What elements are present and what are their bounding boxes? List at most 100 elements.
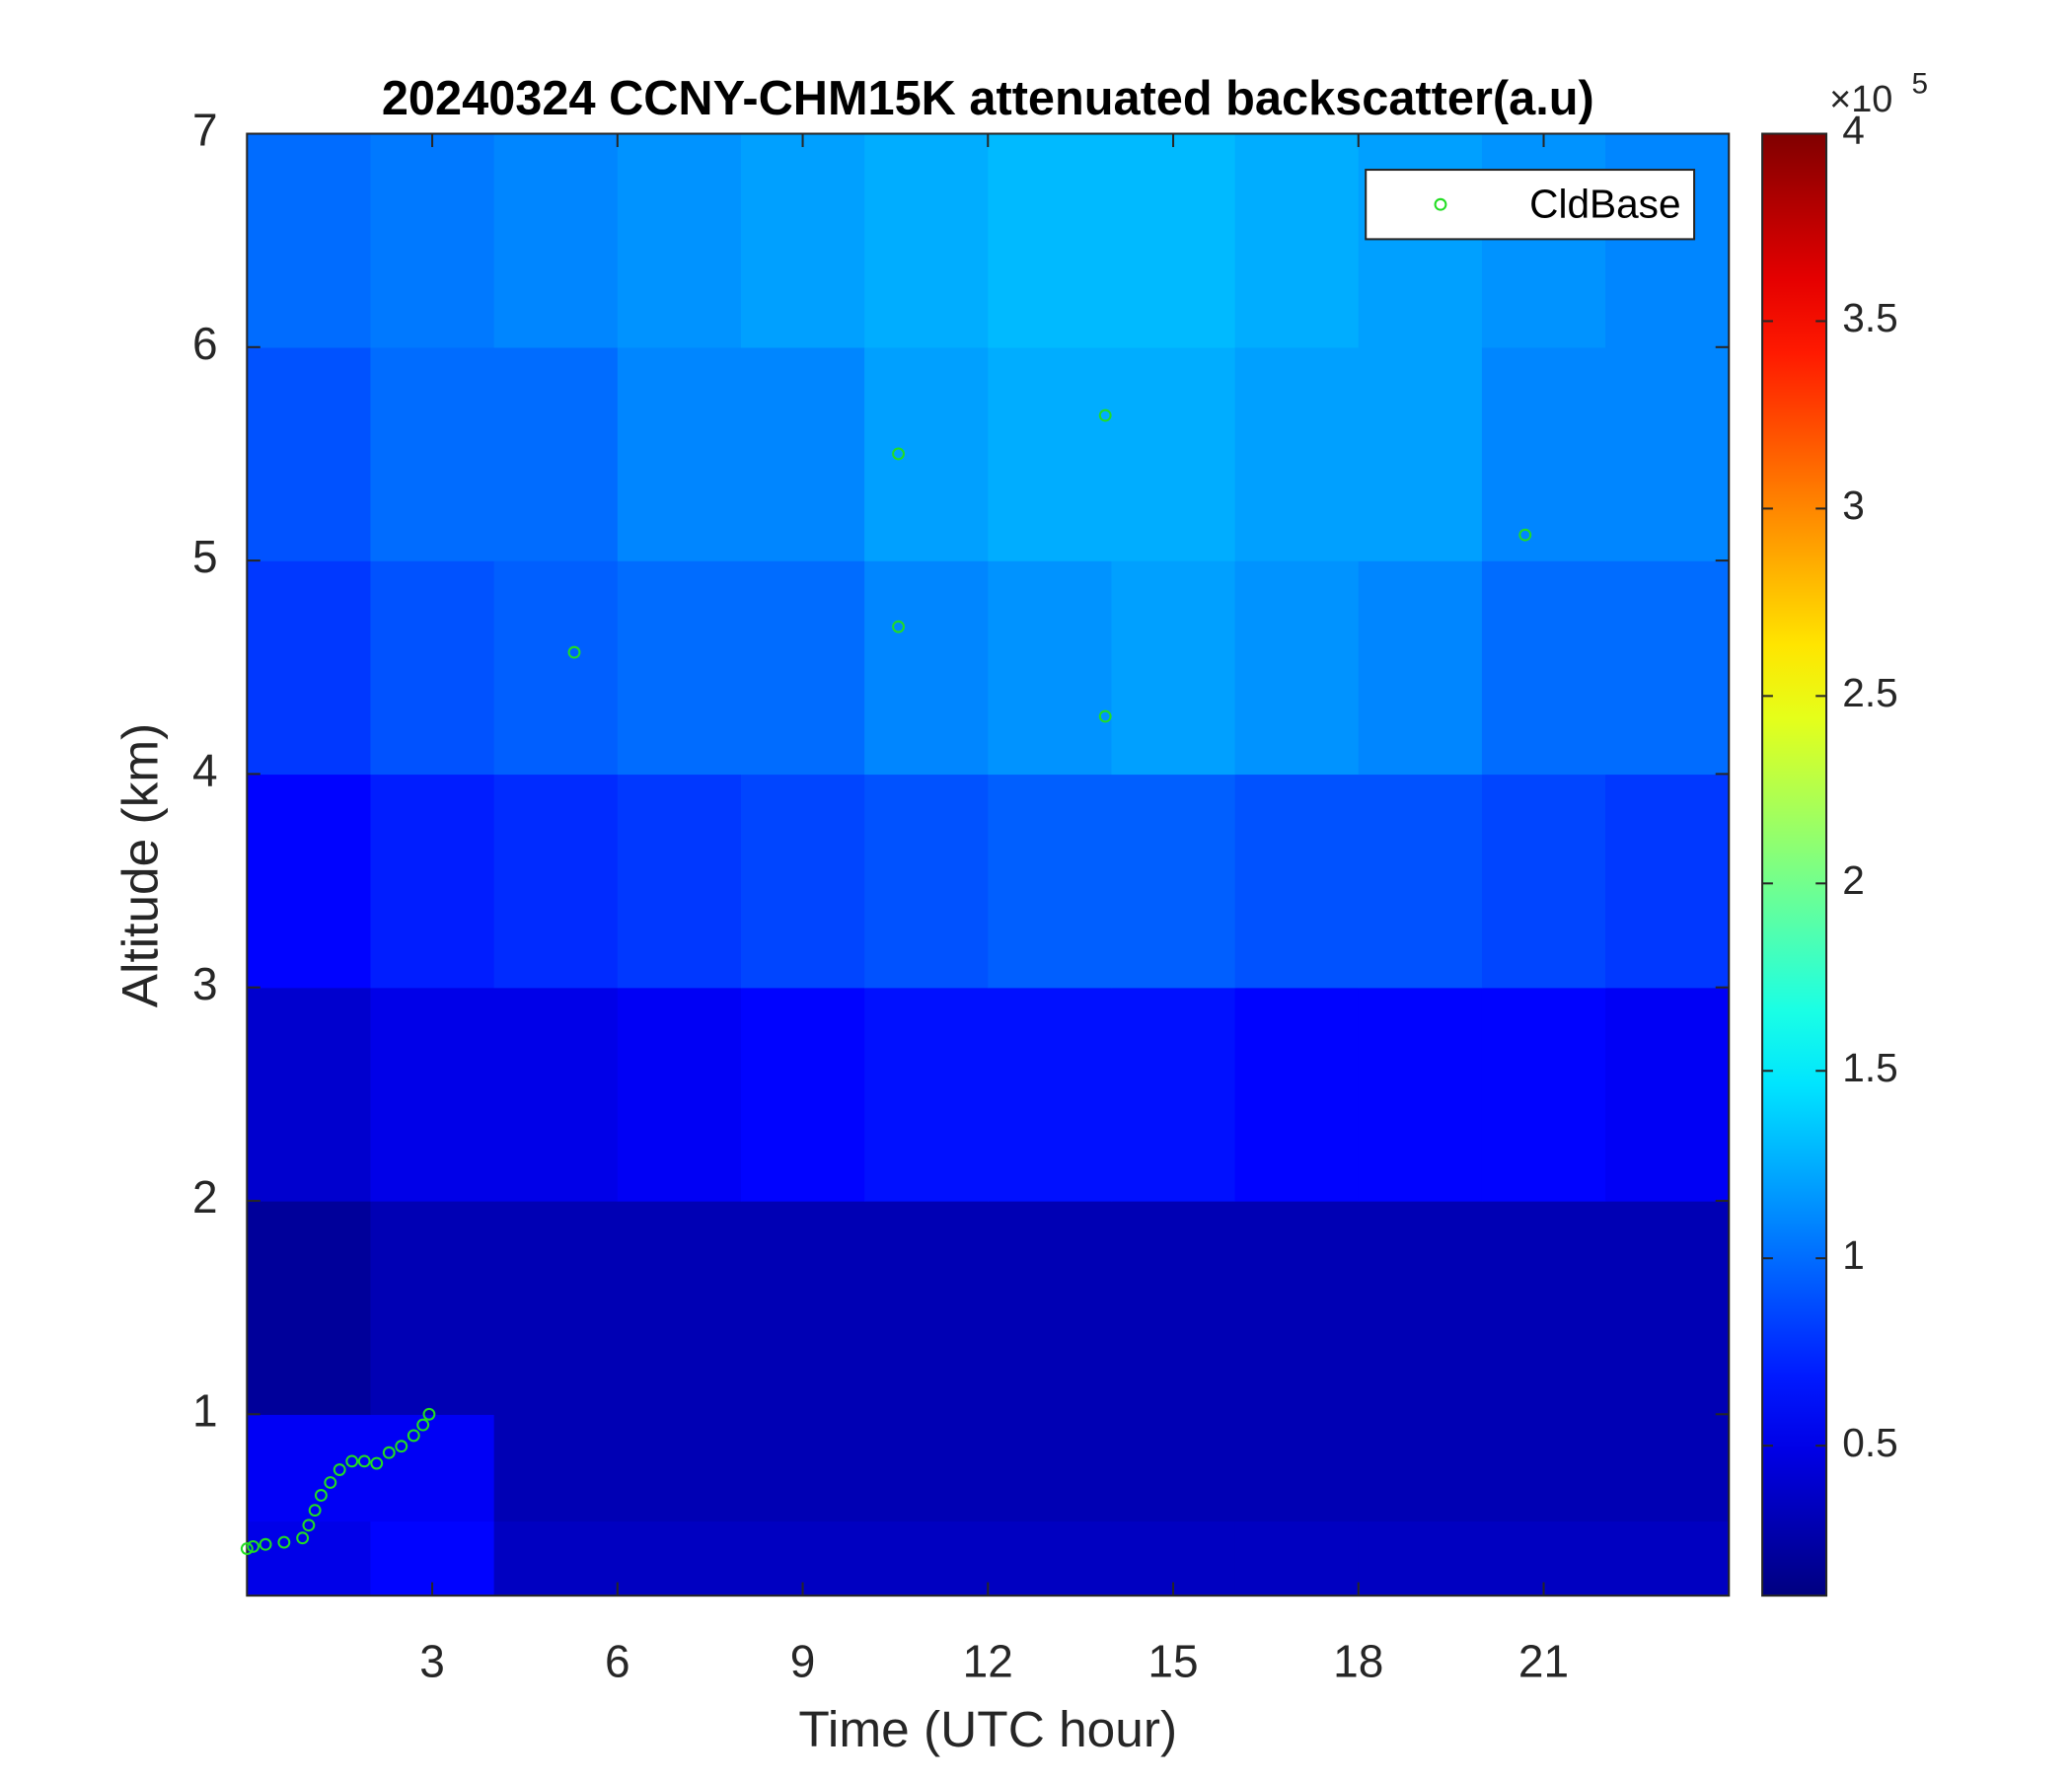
cloud-base-point: [308, 1504, 322, 1518]
heatmap-cell: [864, 346, 989, 561]
x-tick-label: 3: [419, 1636, 445, 1687]
heatmap-cell: [493, 1414, 619, 1522]
heatmap-cell: [1234, 560, 1360, 776]
legend-marker: [1434, 197, 1447, 211]
y-tick-label: 7: [192, 105, 218, 156]
heatmap-cell: [988, 346, 1113, 561]
colorbar-tick-label: 4: [1842, 108, 1865, 153]
cloud-base-point: [314, 1489, 328, 1502]
y-tick-label: 1: [192, 1384, 218, 1436]
colorbar-multiplier: ×10: [1829, 79, 1892, 120]
legend-box: [1365, 169, 1696, 241]
colorbar-tick-label: 3.5: [1842, 295, 1897, 340]
heatmap-cell: [493, 774, 619, 989]
heatmap-cell: [1111, 1200, 1236, 1415]
heatmap-cell: [1358, 346, 1483, 561]
cloud-base-point: [422, 1407, 436, 1421]
heatmap-cell: [617, 774, 742, 989]
heatmap-cell: [1605, 560, 1730, 776]
heatmap-cell: [1111, 133, 1236, 348]
legend-label: CldBase: [1529, 182, 1680, 227]
colorbar-tick-label: 1: [1842, 1232, 1865, 1278]
heatmap-cell: [617, 1414, 742, 1522]
cloud-base-point: [324, 1476, 337, 1489]
heatmap-cell: [1481, 987, 1606, 1202]
x-axis-label: Time (UTC hour): [798, 1700, 1177, 1757]
heatmap-cell: [247, 560, 372, 776]
heatmap-cell: [1111, 987, 1236, 1202]
heatmap-cell: [370, 133, 495, 348]
heatmap-cell: [1234, 1414, 1360, 1522]
heatmap-cell: [1358, 1200, 1483, 1415]
heatmap-cell: [1234, 774, 1360, 989]
heatmap-cell: [1605, 774, 1730, 989]
heatmap-cell: [1234, 133, 1360, 348]
heatmap-cell: [988, 987, 1113, 1202]
heatmap-cell: [493, 133, 619, 348]
heatmap-cell: [1234, 987, 1360, 1202]
y-tick-label: 4: [192, 745, 218, 796]
cloud-base-point: [345, 1454, 359, 1468]
colorbar-exponent: 5: [1911, 68, 1928, 101]
heatmap-cell: [1358, 560, 1483, 776]
heatmap-cell: [617, 133, 742, 348]
chart-title: 20240324 CCNY-CHM15K attenuated backscat…: [382, 72, 1594, 125]
heatmap-cell: [370, 774, 495, 989]
heatmap-cell: [1605, 1200, 1730, 1415]
heatmap-cell: [617, 560, 742, 776]
cloud-base-point: [247, 1539, 260, 1553]
heatmap-cell: [740, 560, 865, 776]
heatmap-cell: [1234, 1521, 1360, 1596]
heatmap-cell: [493, 1521, 619, 1596]
heatmap-cell: [988, 1521, 1113, 1596]
heatmap-cell: [247, 1200, 372, 1415]
cloud-base-point: [892, 447, 905, 461]
colorbar-tick-label: 0.5: [1842, 1420, 1897, 1465]
heatmap-cell: [740, 1414, 865, 1522]
heatmap-cell: [617, 987, 742, 1202]
heatmap-cell: [247, 133, 372, 348]
heatmap-cell: [370, 1414, 495, 1522]
cloud-base-point: [1098, 709, 1112, 723]
heatmap-cell: [740, 987, 865, 1202]
heatmap-cell: [740, 1200, 865, 1415]
colorbar-tick-label: 1.5: [1842, 1045, 1897, 1090]
heatmap-cell: [740, 133, 865, 348]
heatmap-cell: [1481, 346, 1606, 561]
heatmap-cell: [1481, 774, 1606, 989]
heatmap-cell: [1111, 1414, 1236, 1522]
heatmap-cell: [1605, 133, 1730, 348]
cloud-base-point: [1518, 528, 1532, 542]
colorbar-tick-label: 2: [1842, 857, 1865, 903]
heatmap-cell: [247, 1521, 372, 1596]
heatmap-cell: [1605, 1521, 1730, 1596]
heatmap-cell: [1234, 1200, 1360, 1415]
cloud-base-point: [296, 1531, 310, 1545]
heatmap-cell: [1111, 774, 1236, 989]
heatmap-cell: [1111, 560, 1236, 776]
heatmap-cell: [1358, 133, 1483, 348]
heatmap-cell: [493, 346, 619, 561]
heatmap-cell: [1605, 987, 1730, 1202]
x-tick-label: 21: [1518, 1636, 1569, 1687]
heatmap-cell: [1481, 1414, 1606, 1522]
heatmap-cell: [988, 133, 1113, 348]
heatmap-cell: [1111, 346, 1236, 561]
cloud-base-point: [1098, 408, 1112, 422]
heatmap-cell: [864, 987, 989, 1202]
cloud-base-point: [416, 1418, 430, 1432]
heatmap-cell: [1358, 987, 1483, 1202]
y-tick-label: 3: [192, 958, 218, 1009]
cloud-base-point: [407, 1429, 420, 1443]
heatmap-cell: [1481, 560, 1606, 776]
heatmap-cell: [740, 774, 865, 989]
y-tick-label: 5: [192, 531, 218, 582]
heatmap-cell: [864, 560, 989, 776]
heatmap-cell: [493, 560, 619, 776]
cloud-base-point: [892, 620, 905, 633]
y-tick-label: 6: [192, 318, 218, 369]
colorbar-tick-label: 2.5: [1842, 670, 1897, 715]
heatmap-cell: [864, 774, 989, 989]
heatmap-cell: [247, 346, 372, 561]
